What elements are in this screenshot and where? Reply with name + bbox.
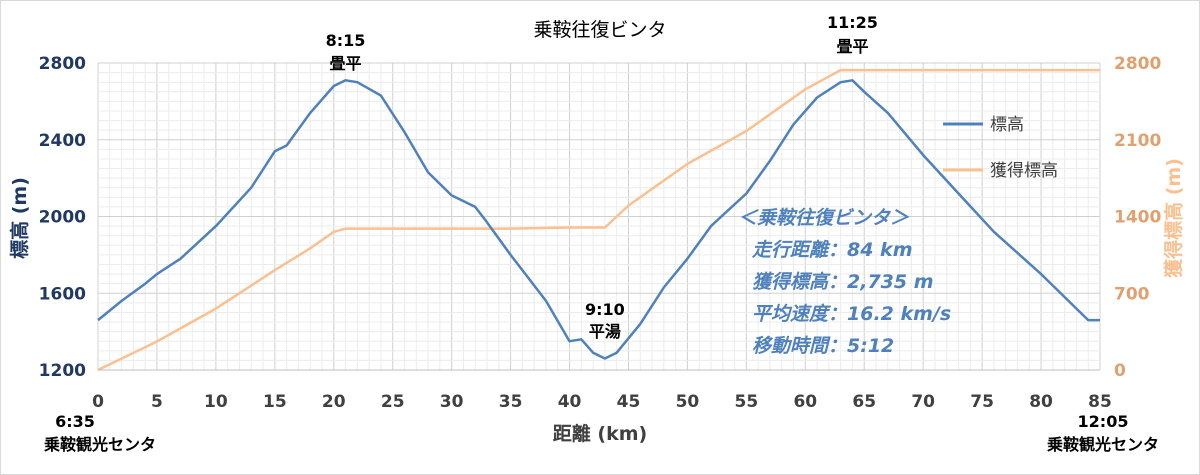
- annotation-time: 9:10: [585, 300, 625, 319]
- annotation-time: 12:05: [1078, 412, 1129, 431]
- y-left-tick-label: 2800: [39, 54, 86, 74]
- chart-title: 乗鞍往復ビンタ: [533, 19, 666, 41]
- summary-title: ＜乗鞍往復ビンタ＞: [738, 207, 910, 229]
- series-elevation-line: [97, 79, 1100, 360]
- x-tick-label: 55: [735, 392, 759, 412]
- x-tick-label: 0: [92, 392, 104, 412]
- y-right-tick-label: 2100: [1114, 131, 1161, 151]
- y-left-tick-label: 1200: [39, 361, 86, 381]
- x-tick-label: 75: [970, 392, 994, 412]
- summary-moving-time: 移動時間：5:12: [752, 335, 894, 357]
- summary-box: ＜乗鞍往復ビンタ＞ 走行距離：84 km 獲得標高：2,735 m 平均速度：1…: [738, 207, 951, 357]
- y-axis-right-label: 獲得標高 (m): [1162, 158, 1185, 278]
- annotation-time: 6:35: [55, 412, 95, 431]
- y-right-tick-label: 2800: [1114, 54, 1161, 74]
- x-tick-label: 30: [440, 392, 464, 412]
- x-tick-label: 50: [676, 392, 700, 412]
- x-tick-label: 15: [263, 392, 287, 412]
- x-tick-label: 45: [617, 392, 641, 412]
- legend-elevation-label: 標高: [990, 115, 1024, 135]
- summary-distance: 走行距離：84 km: [751, 239, 913, 261]
- x-axis-label: 距離 (km): [553, 422, 647, 445]
- annotation-place: 乗鞍観光センタ: [44, 435, 156, 454]
- gain-layer: [97, 68, 1100, 372]
- legend: 標高 獲得標高: [943, 115, 1058, 181]
- annotations: 6:35 乗鞍観光センタ 8:15 畳平 9:10 平湯 11:25 畳平 12:05 乗鞍観光セ…: [44, 13, 1159, 454]
- grid: [97, 62, 1101, 371]
- annotation-time: 11:25: [827, 13, 878, 32]
- annotation-place: 平湯: [589, 322, 621, 341]
- x-tick-label: 65: [852, 392, 876, 412]
- y-left-tick-label: 2000: [39, 208, 86, 228]
- y-left-tick-label: 1600: [39, 284, 86, 304]
- x-tick-label: 70: [911, 392, 935, 412]
- series-gain-line: [97, 68, 1100, 372]
- y-right-tick-label: 1400: [1114, 208, 1161, 228]
- x-tick-label: 35: [499, 392, 523, 412]
- y-left-tick-label: 2400: [39, 131, 86, 151]
- axes: 0 5 10 15 20 25 30 35 40 45 50 55 60 65 70 75 80 85 1200 16…: [39, 54, 1162, 412]
- x-tick-label: 25: [381, 392, 405, 412]
- annotation-time: 8:15: [326, 31, 366, 50]
- x-tick-label: 80: [1029, 392, 1053, 412]
- x-tick-label: 85: [1088, 392, 1112, 412]
- elevation-layer: [97, 79, 1100, 360]
- annotation-place: 畳平: [836, 37, 868, 56]
- x-tick-label: 20: [322, 392, 346, 412]
- annotation-place: 乗鞍観光センタ: [1047, 435, 1159, 454]
- x-tick-label: 5: [151, 392, 163, 412]
- summary-gain: 獲得標高：2,735 m: [752, 271, 934, 293]
- x-tick-label: 40: [558, 392, 582, 412]
- y-axis-left-label: 標高 (m): [8, 177, 31, 259]
- summary-speed: 平均速度：16.2 km/s: [752, 303, 951, 325]
- legend-gain-label: 獲得標高: [990, 161, 1058, 181]
- y-right-tick-label: 0: [1114, 361, 1126, 381]
- annotation-place: 畳平: [330, 54, 362, 73]
- x-tick-label: 60: [793, 392, 817, 412]
- y-right-tick-label: 700: [1114, 284, 1150, 304]
- x-tick-label: 10: [204, 392, 228, 412]
